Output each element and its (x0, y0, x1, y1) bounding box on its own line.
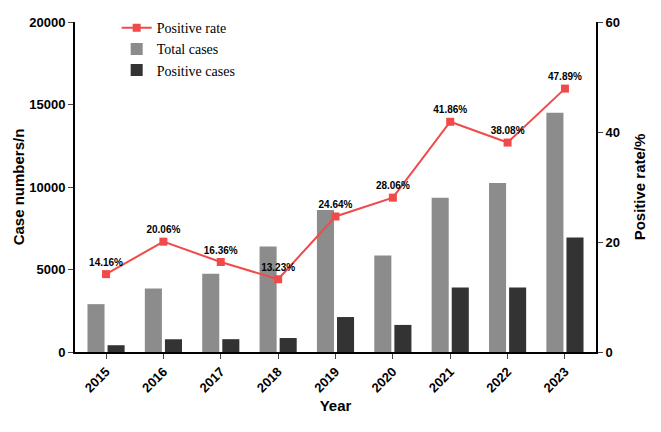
svg-text:16.36%: 16.36% (204, 245, 238, 256)
svg-text:Positive rate/%: Positive rate/% (631, 134, 648, 241)
svg-text:0: 0 (606, 345, 613, 360)
svg-text:41.86%: 41.86% (433, 104, 467, 115)
svg-text:40: 40 (606, 125, 620, 140)
svg-text:Year: Year (320, 397, 352, 414)
svg-text:2021: 2021 (426, 364, 457, 395)
svg-text:2016: 2016 (139, 364, 170, 395)
svg-text:10000: 10000 (29, 180, 65, 195)
svg-text:47.89%: 47.89% (548, 71, 582, 82)
svg-text:2017: 2017 (196, 364, 227, 395)
svg-text:5000: 5000 (36, 262, 65, 277)
svg-text:2019: 2019 (311, 364, 342, 395)
svg-text:2018: 2018 (254, 364, 285, 395)
svg-text:Case numbers/n: Case numbers/n (10, 129, 27, 246)
svg-text:Positive cases: Positive cases (157, 64, 235, 79)
svg-text:2022: 2022 (483, 364, 514, 395)
svg-text:Total cases: Total cases (157, 42, 219, 57)
svg-text:20000: 20000 (29, 15, 65, 30)
svg-text:2020: 2020 (369, 364, 400, 395)
svg-text:24.64%: 24.64% (319, 199, 353, 210)
svg-text:2015: 2015 (82, 364, 113, 395)
svg-text:15000: 15000 (29, 97, 65, 112)
svg-text:20: 20 (606, 235, 620, 250)
svg-text:2023: 2023 (541, 364, 572, 395)
svg-text:0: 0 (58, 345, 65, 360)
svg-text:38.08%: 38.08% (491, 125, 525, 136)
svg-text:14.16%: 14.16% (89, 257, 123, 268)
svg-text:60: 60 (606, 15, 620, 30)
svg-text:13.23%: 13.23% (261, 262, 295, 273)
svg-text:Positive rate: Positive rate (157, 21, 227, 36)
svg-text:20.06%: 20.06% (146, 224, 180, 235)
svg-text:28.06%: 28.06% (376, 180, 410, 191)
